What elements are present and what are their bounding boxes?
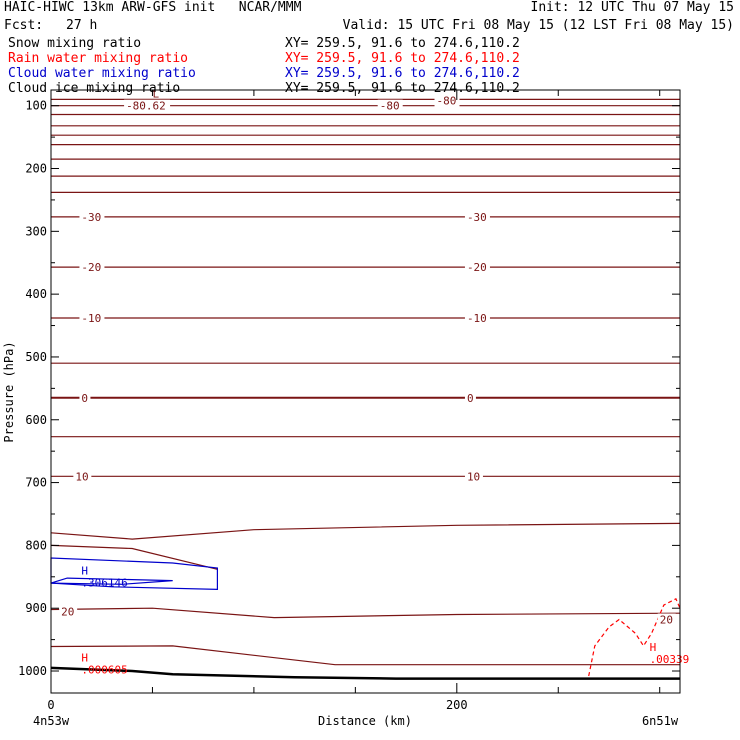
x-tick-label-200: 200 — [446, 698, 468, 712]
y-tick-label-500: 500 — [25, 350, 47, 364]
contour-label-11: 10 — [75, 470, 88, 483]
extremum-marker-0: L — [152, 88, 159, 101]
contour-labels: -80.62 -80 -80 -30 -30 -20 -20 -10 -10 0 0 10 10 20 20 — [59, 94, 676, 627]
y-tick-label-300: 300 — [25, 224, 47, 238]
contour-label-bg-12 — [464, 470, 483, 483]
contour-label-bg-7 — [79, 312, 105, 325]
y-tick-label-1000: 1000 — [18, 664, 47, 678]
rain-water-contour — [588, 597, 681, 677]
y-tick-label-900: 900 — [25, 601, 47, 615]
contour-label-6: -20 — [467, 261, 487, 274]
contour-label-bg-14 — [657, 613, 676, 626]
isotherm-line-19 — [50, 645, 680, 666]
contour-label-0: -80.62 — [126, 100, 166, 113]
x-axis-label: Distance (km) — [318, 714, 412, 728]
header-valid: Valid: 15 UTC Fri 08 May 15 (12 LST Fri … — [342, 18, 734, 33]
contour-label-bg-6 — [464, 261, 490, 274]
y-tick-label-800: 800 — [25, 538, 47, 552]
isotherm-contours — [50, 98, 681, 666]
contour-label-13: 20 — [61, 605, 74, 618]
cloud-water-inner-contour — [50, 577, 173, 585]
field-name-cloud-ice: Cloud ice mixing ratio — [8, 81, 181, 96]
contour-label-14: 20 — [660, 614, 673, 627]
contour-label-bg-3 — [79, 210, 105, 223]
contour-label-2: -80 — [437, 95, 457, 108]
isotherm-line-16 — [50, 522, 681, 540]
field-name-cloud-water: Cloud water mixing ratio — [8, 66, 196, 81]
field-xy-cloud-ice: XY= 259.5, 91.6 to 274.6,110.2 — [285, 81, 520, 96]
contour-label-8: -10 — [467, 312, 487, 325]
contour-label-9: 0 — [81, 392, 88, 405]
contour-label-bg-0 — [124, 99, 171, 112]
contour-label-5: -20 — [81, 261, 101, 274]
contour-label-12: 10 — [467, 470, 480, 483]
contour-label-bg-13 — [59, 605, 78, 618]
y-tick-label-200: 200 — [25, 162, 47, 176]
contour-label-bg-11 — [73, 470, 92, 483]
extremum-value-3: .00339 — [650, 653, 690, 666]
contour-label-bg-10 — [464, 391, 476, 404]
field-xy-rain: XY= 259.5, 91.6 to 274.6,110.2 — [285, 51, 520, 66]
contour-label-bg-4 — [464, 210, 490, 223]
contour-label-bg-2 — [434, 94, 460, 107]
x-tick-label-0: 0 — [47, 698, 54, 712]
y-tick-label-400: 400 — [25, 287, 47, 301]
extremum-marker-2: H — [81, 652, 88, 665]
extremum-marker-1: H — [81, 564, 88, 577]
contour-label-1: -80 — [380, 100, 400, 113]
extremum-value-1: .306146 — [81, 576, 127, 589]
field-xy-cloud-water: XY= 259.5, 91.6 to 274.6,110.2 — [285, 66, 520, 81]
contour-label-3: -30 — [81, 211, 101, 224]
contour-label-7: -10 — [81, 312, 101, 325]
header-fcst-value: 27 h — [66, 18, 98, 33]
contour-label-bg-1 — [377, 99, 403, 112]
field-xy-snow: XY= 259.5, 91.6 to 274.6,110.2 — [285, 36, 520, 51]
y-tick-label-700: 700 — [25, 476, 47, 490]
terrain-surface-line — [50, 666, 680, 680]
x-endpoint-right: 6n51w — [642, 714, 679, 728]
extremum-value-2: .000605 — [81, 664, 127, 677]
y-axis-label: Pressure (hPa) — [2, 341, 16, 442]
header-fcst-label: Fcst: — [4, 18, 44, 33]
terrain-line — [50, 666, 680, 680]
plot-frame — [50, 89, 681, 694]
isotherm-line-18 — [50, 607, 681, 619]
contour-label-bg-5 — [79, 261, 105, 274]
header-title: HAIC-HIWC 13km ARW-GFS init NCAR/MMM — [4, 0, 302, 15]
contour-label-bg-8 — [464, 312, 490, 325]
x-endpoint-left: 4n53w — [33, 714, 70, 728]
y-tick-label-100: 100 — [25, 99, 47, 113]
field-name-snow: Snow mixing ratio — [8, 36, 142, 51]
isotherm-line-17 — [50, 544, 218, 570]
contour-label-bg-9 — [79, 391, 91, 404]
rain-water-contours — [588, 597, 681, 677]
extremum-marker-3: H — [650, 641, 657, 654]
field-name-rain: Rain water mixing ratio — [8, 51, 189, 66]
header-init: Init: 12 UTC Thu 07 May 15 — [530, 0, 735, 15]
contour-label-4: -30 — [467, 211, 487, 224]
contour-label-10: 0 — [467, 392, 474, 405]
y-tick-label-600: 600 — [25, 413, 47, 427]
